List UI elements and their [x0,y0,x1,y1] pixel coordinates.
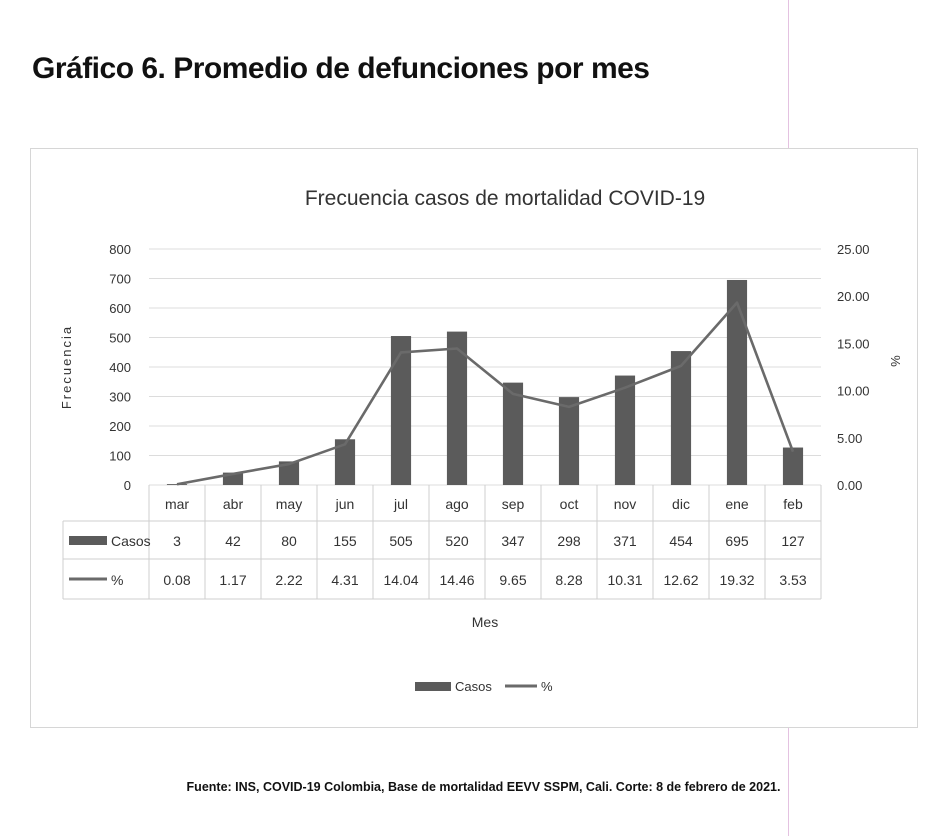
bar-nov [614,375,636,485]
bar-dic [670,351,692,485]
data-label-casos: 695 [725,533,749,549]
bar-jul [390,336,412,485]
data-label-casos: 80 [281,533,297,549]
x-tick-label: feb [783,496,803,512]
data-label-percent: 9.65 [499,572,526,588]
chart-title: Frecuencia casos de mortalidad COVID-19 [305,187,705,210]
data-label-percent: 19.32 [719,572,754,588]
y2-tick-label: 20.00 [837,289,870,304]
x-tick-label: ene [725,496,749,512]
x-tick-label: mar [165,496,189,512]
data-label-percent: 12.62 [663,572,698,588]
y-tick-label: 600 [109,301,131,316]
y2-tick-label: 0.00 [837,478,862,493]
data-label-percent: 1.17 [219,572,246,588]
x-tick-label: sep [502,496,525,512]
x-tick-label: abr [223,496,244,512]
axis-layer: 0 100 200 300 400 500 600 700 800 0.00 5.00 10.00 15… [59,242,903,630]
data-label-casos: 127 [781,533,805,549]
grid-layer [149,248,821,486]
y-tick-label: 700 [109,272,131,287]
data-table: mar abr may jun jul ago sep oct nov dic ene feb 3 42 8… [62,485,822,600]
table-key-casos-swatch [69,536,107,545]
line-layer [176,301,795,486]
y-tick-label: 300 [109,390,131,405]
bar-layer [166,279,804,485]
x-tick-label: jul [393,496,408,512]
data-label-casos: 520 [445,533,469,549]
data-label-percent: 14.46 [439,572,474,588]
y2-tick-label: 15.00 [837,336,870,351]
y2-axis-label: % [888,355,903,367]
bar-feb [782,447,804,485]
y-tick-label: 400 [109,360,131,375]
source-note: Fuente: INS, COVID-19 Colombia, Base de … [186,780,781,794]
bar-sep [502,382,524,485]
y-tick-label: 100 [109,449,131,464]
x-tick-label: ago [445,496,469,512]
legend: Casos% [415,679,553,694]
bar-jun [334,439,356,485]
x-axis-label: Mes [472,614,498,630]
x-tick-label: jun [335,496,355,512]
data-label-casos: 42 [225,533,241,549]
y2-tick-label: 10.00 [837,384,870,399]
y-axis-label: Frecuencia [59,325,74,409]
data-label-percent: 4.31 [331,572,358,588]
series-line-percent [176,301,795,486]
y2-tick-label: 25.00 [837,242,870,257]
x-tick-label: may [276,496,302,512]
y-tick-label: 0 [124,478,131,493]
data-label-percent: 0.08 [163,572,190,588]
data-label-casos: 298 [557,533,581,549]
data-label-percent: 8.28 [555,572,582,588]
chart-area: 0 100 200 300 400 500 600 700 800 0.00 5.00 10.00 15… [30,148,918,728]
table-row-header-casos: Casos [111,533,151,549]
legend-label-casos: Casos [455,679,492,694]
page-heading: Gráfico 6. Promedio de defunciones por m… [32,52,650,85]
legend-swatch-casos [415,682,451,691]
data-label-casos: 505 [389,533,413,549]
table-row-header-percent: % [111,572,123,588]
data-label-percent: 10.31 [607,572,642,588]
legend-label-percent: % [541,679,553,694]
bar-mar [166,484,188,485]
chart-svg: 0 100 200 300 400 500 600 700 800 0.00 5.00 10.00 15… [59,187,903,694]
data-label-casos: 371 [613,533,637,549]
data-label-percent: 3.53 [779,572,806,588]
data-label-percent: 14.04 [383,572,418,588]
bar-ago [446,331,468,485]
data-label-casos: 347 [501,533,525,549]
y-tick-label: 500 [109,331,131,346]
x-tick-label: nov [614,496,637,512]
data-label-casos: 454 [669,533,693,549]
bar-ene [726,279,748,485]
data-label-percent: 2.22 [275,572,302,588]
y-tick-label: 200 [109,419,131,434]
bar-may [278,461,300,485]
bar-oct [558,397,580,485]
y-tick-label: 800 [109,242,131,257]
data-label-casos: 3 [173,533,181,549]
x-tick-label: oct [560,496,579,512]
data-label-casos: 155 [333,533,357,549]
y2-tick-label: 5.00 [837,431,862,446]
x-tick-label: dic [672,496,690,512]
